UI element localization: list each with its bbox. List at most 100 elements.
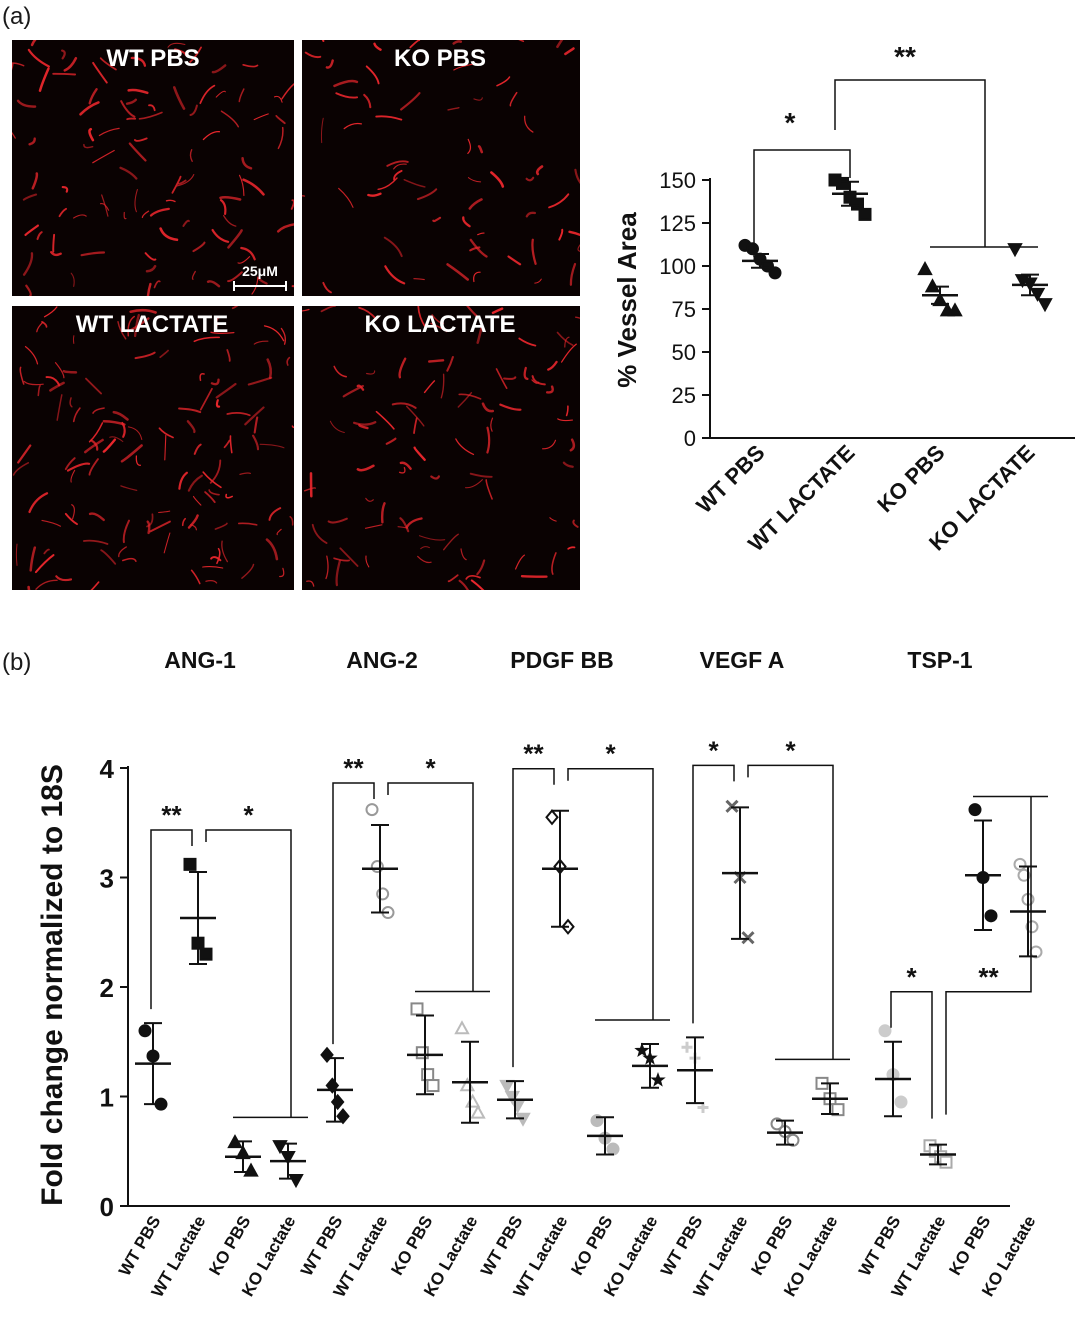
vessel-segment [525, 176, 535, 182]
vessel-segment [73, 214, 87, 219]
vessel-segment [144, 252, 157, 261]
micrograph-grid: WT PBS 25μM KO PBS WT LACTATE KO LACTATE [12, 40, 580, 590]
vessel-network [302, 306, 580, 590]
marker-triangle-up [917, 261, 933, 276]
vessel-segment [22, 193, 38, 201]
vessel-segment [211, 228, 230, 243]
marker-circle [878, 1024, 892, 1038]
vessel-segment [358, 306, 378, 321]
vessel-segment [398, 467, 406, 474]
vessel-segment [452, 40, 463, 45]
vessel-segment [15, 543, 18, 566]
vessel-segment [227, 271, 243, 283]
vessel-segment [117, 320, 127, 340]
marker-cross [725, 799, 739, 813]
vessel-segment [31, 172, 39, 190]
vessel-segment [28, 492, 49, 514]
vessel-segment [431, 314, 445, 325]
vessel-segment [158, 510, 171, 514]
significance-bracket-2: ** [834, 41, 1038, 248]
vessel-segment [92, 61, 108, 84]
vessel-segment [189, 149, 193, 162]
vessel-segment [122, 557, 137, 562]
vessel-segment [252, 434, 260, 451]
vessel-segment [276, 223, 294, 233]
vessel-segment [572, 519, 579, 528]
series-wt-lactate [362, 803, 398, 920]
vessel-segment [428, 359, 445, 363]
vessel-segment [35, 579, 58, 590]
micrograph-title: WT LACTATE [76, 311, 228, 338]
vessel-segment [193, 443, 202, 455]
vessel-segment [468, 198, 483, 210]
panel-label-a: (a) [2, 3, 31, 30]
significance-label: * [785, 107, 796, 138]
vessel-segment [23, 380, 44, 386]
vessel-segment [112, 410, 129, 421]
marker-diamond [545, 809, 559, 826]
vessel-segment [393, 169, 403, 181]
vessel-segment [311, 523, 328, 545]
vessel-segment [204, 491, 216, 504]
vessel-segment [28, 137, 36, 146]
series-ko-lactate [1010, 857, 1046, 959]
vessel-segment [88, 512, 105, 522]
significance-label: * [243, 800, 254, 830]
vessel-segment [499, 403, 522, 411]
vessel-segment [88, 458, 99, 476]
vessel-segment [222, 214, 237, 227]
vessel-segment [535, 165, 544, 176]
vessel-segment [416, 188, 438, 201]
gene-title: TSP-1 [907, 647, 972, 673]
vessel-segment [192, 241, 206, 253]
vessel-segment [45, 376, 61, 387]
vessel-segment [223, 439, 231, 449]
vessel-segment [398, 357, 407, 379]
vessel-segment [266, 358, 273, 380]
vessel-segment [158, 427, 174, 439]
vessel-segment [101, 194, 109, 217]
vessel-segment [27, 585, 31, 590]
micrograph-title: WT PBS [106, 45, 199, 72]
bracket-line [747, 764, 834, 1060]
scale-bar-label: 25μM [242, 263, 278, 279]
series-ko-lactate [270, 1140, 306, 1189]
vessel-segment [557, 418, 573, 422]
vessel-segment [238, 522, 258, 526]
vessel-segment [523, 366, 529, 381]
marker-triangle-up [947, 302, 963, 317]
vessel-segment [577, 244, 580, 252]
vessel-segment [27, 48, 50, 68]
vessel-segment [133, 137, 148, 142]
series-wt-lactate [920, 1139, 956, 1169]
vessel-segment [465, 479, 483, 489]
vessel-segment [186, 420, 196, 434]
vessel-segment [418, 535, 446, 541]
marker-cross [741, 931, 755, 945]
marker-triangle-up [459, 1077, 476, 1092]
vessel-segment [149, 207, 170, 217]
vessel-segment [507, 255, 522, 266]
vessel-segment [545, 385, 554, 394]
vessel-segment [534, 278, 542, 284]
vessel-segment [241, 157, 253, 170]
significance-bracket-second: * [567, 739, 670, 1021]
vessel-segment [366, 370, 376, 375]
significance-bracket-second: * [747, 735, 850, 1061]
vessel-segment [92, 407, 105, 414]
vessel-segment [72, 407, 81, 423]
marker-circle [984, 909, 998, 923]
vessel-segment [226, 349, 231, 362]
vessel-segment [276, 528, 282, 536]
vessel-segment [268, 507, 282, 521]
vessel-segment [469, 246, 481, 252]
series-ko-lactate [632, 1042, 668, 1089]
vessel-segment [211, 64, 227, 74]
marker-circle [1013, 857, 1027, 871]
marker-circle [365, 803, 379, 817]
vessel-segment [54, 361, 65, 379]
vessel-segment [231, 306, 239, 310]
vessel-segment [167, 42, 186, 48]
vessel-segment [242, 178, 265, 196]
micrograph-background [302, 306, 580, 590]
